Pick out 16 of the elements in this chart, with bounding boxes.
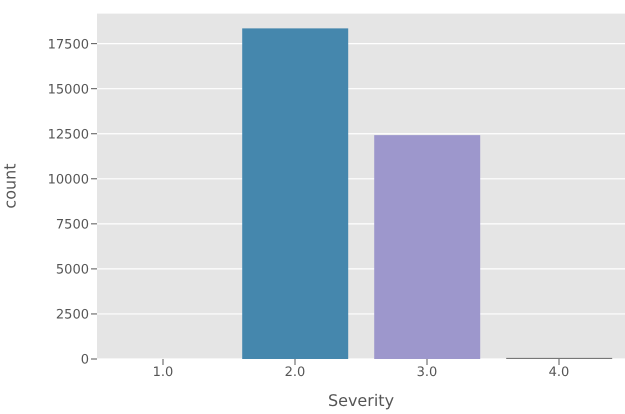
y-tick-label: 12500 [48, 127, 89, 142]
y-tick-label: 15000 [48, 82, 89, 98]
y-tick-label: 2500 [56, 308, 89, 323]
bar [242, 28, 348, 359]
x-tick-label: 4.0 [548, 365, 570, 380]
bar [374, 135, 480, 359]
x-tick-label: 3.0 [416, 365, 438, 380]
y-tick-label: 0 [80, 352, 89, 368]
y-tick-label: 17500 [48, 37, 89, 52]
x-tick-label: 2.0 [284, 365, 306, 380]
y-tick-label: 5000 [56, 262, 89, 278]
x-tick-label: 1.0 [152, 365, 174, 380]
y-tick-label: 10000 [48, 172, 89, 188]
x-axis-title: Severity [328, 391, 394, 410]
y-tick-label: 7500 [56, 217, 89, 232]
y-axis-title: count [0, 163, 20, 209]
